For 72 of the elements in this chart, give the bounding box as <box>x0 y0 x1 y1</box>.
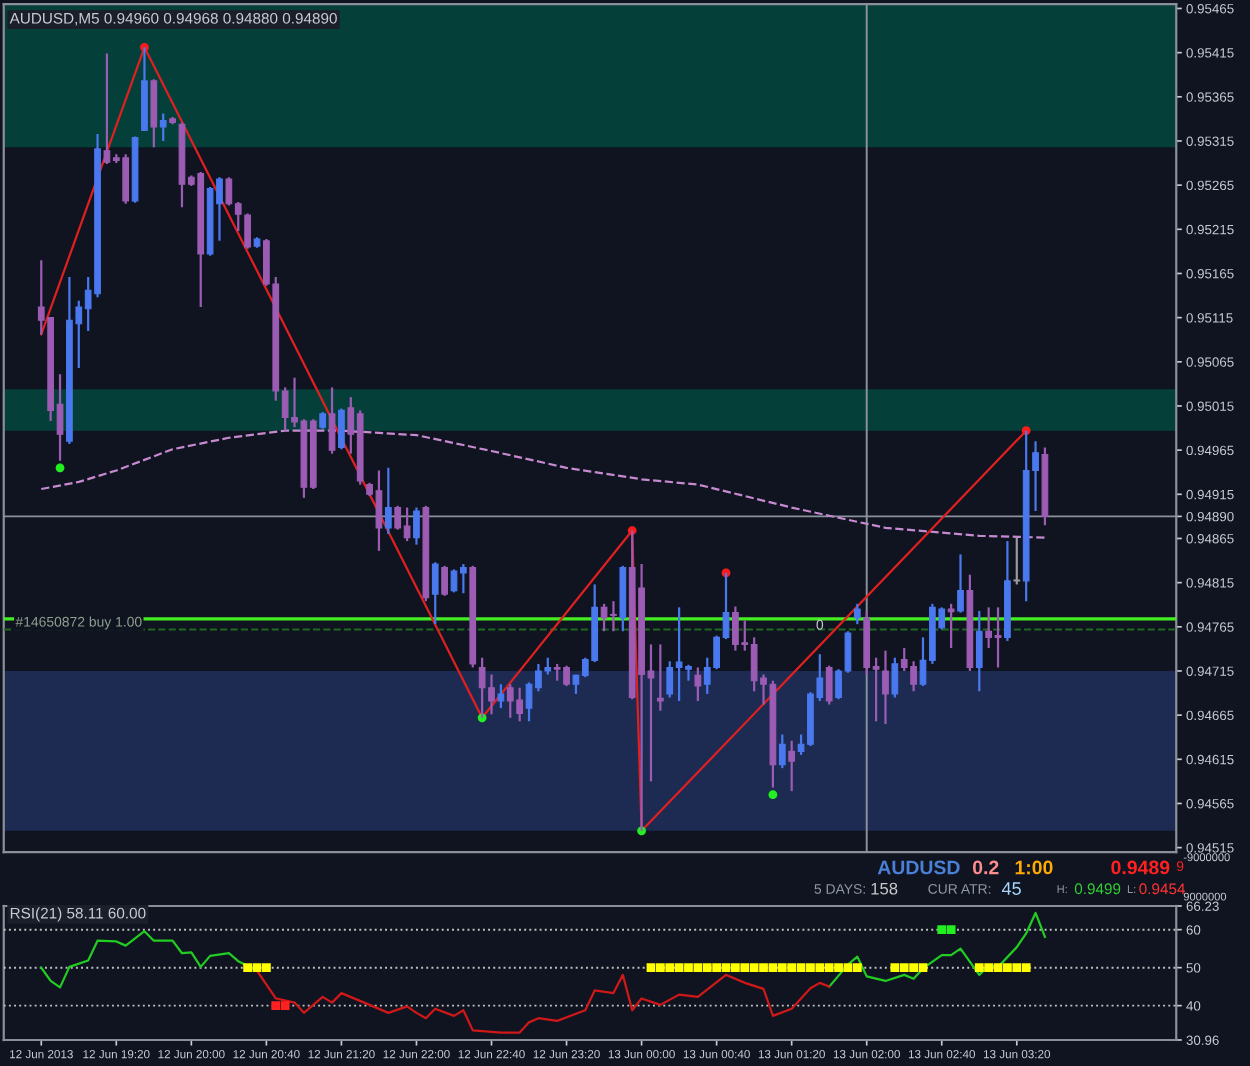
point <box>974 963 984 973</box>
point <box>1003 963 1012 973</box>
point <box>740 963 750 973</box>
point <box>852 963 862 973</box>
point <box>693 963 703 973</box>
candlestick <box>431 561 439 626</box>
point <box>984 963 994 973</box>
point <box>796 963 806 973</box>
candlestick <box>338 407 345 451</box>
candlestick <box>975 609 983 693</box>
candlestick <box>788 739 796 793</box>
point <box>777 963 787 973</box>
point <box>749 963 759 973</box>
candlestick <box>882 649 889 726</box>
candlestick <box>244 212 251 250</box>
point <box>655 963 665 973</box>
point <box>899 963 909 973</box>
candlestick <box>891 656 899 699</box>
point <box>834 963 843 973</box>
point <box>684 963 693 973</box>
point <box>843 963 853 973</box>
point <box>993 963 1003 973</box>
point <box>243 963 253 973</box>
point <box>731 963 740 973</box>
candlestick <box>150 78 158 149</box>
point <box>768 790 778 800</box>
point <box>712 963 722 973</box>
candlestick <box>694 666 702 703</box>
point <box>946 925 956 935</box>
candlestick <box>853 602 861 626</box>
candlestick <box>1013 536 1021 586</box>
point <box>721 963 731 973</box>
point <box>787 963 797 973</box>
candlestick <box>947 602 955 650</box>
point <box>815 963 825 973</box>
point <box>646 963 656 973</box>
candlestick <box>957 553 964 614</box>
point <box>759 963 768 973</box>
point <box>702 963 712 973</box>
text: 158 <box>871 882 898 895</box>
text: 0.2 <box>973 860 999 875</box>
point <box>890 963 900 973</box>
text: 45 <box>1001 882 1021 895</box>
candlestick <box>985 606 993 650</box>
candlestick <box>778 733 786 770</box>
candlestick <box>497 683 505 710</box>
point <box>55 463 65 473</box>
candlestick <box>441 564 448 597</box>
point <box>252 963 262 973</box>
point <box>918 963 928 973</box>
text: 1:00 <box>1015 860 1053 875</box>
candlestick <box>384 466 392 536</box>
candlestick <box>825 664 833 706</box>
candlestick <box>413 506 420 546</box>
point <box>806 963 815 973</box>
point <box>674 963 684 973</box>
text: AUDUSD <box>877 860 960 875</box>
candlestick <box>159 112 167 143</box>
point <box>937 925 947 935</box>
point <box>665 963 675 973</box>
point <box>1021 963 1031 973</box>
point <box>768 963 778 973</box>
point <box>909 963 918 973</box>
point <box>271 1001 281 1011</box>
point <box>262 963 271 973</box>
candlestick <box>328 386 336 455</box>
point <box>1012 963 1022 973</box>
text: 0.9489 <box>1111 860 1170 875</box>
point <box>280 1001 290 1011</box>
point <box>824 963 834 973</box>
candlestick <box>656 643 664 712</box>
line-series <box>40 429 1047 539</box>
